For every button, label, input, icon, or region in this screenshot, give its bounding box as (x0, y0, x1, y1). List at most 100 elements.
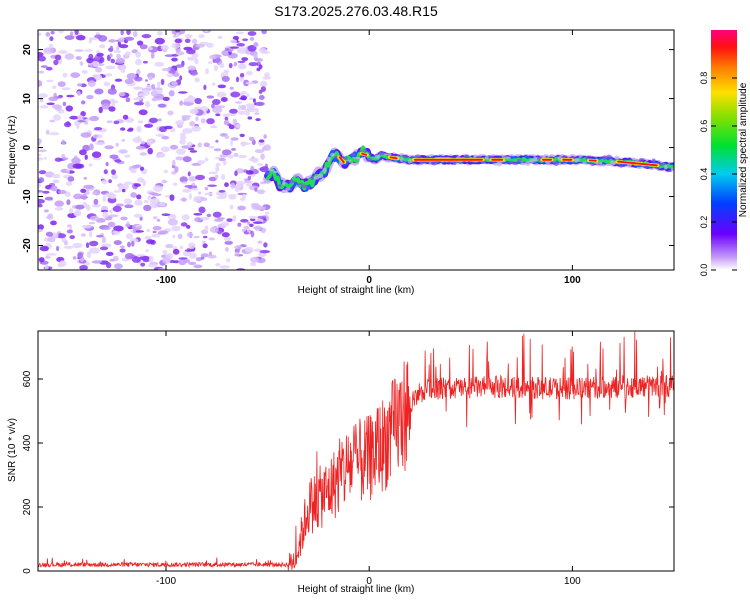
noise-speckle (38, 257, 45, 263)
noise-speckle (223, 119, 230, 126)
noise-speckle (38, 177, 45, 183)
noise-speckle (50, 185, 58, 192)
noise-speckle (230, 39, 237, 44)
noise-speckle (175, 64, 184, 68)
ridge-peak-segment (617, 160, 658, 167)
noise-speckle (61, 87, 71, 91)
noise-speckle (146, 239, 155, 244)
noise-speckle (191, 182, 196, 186)
noise-speckle (229, 86, 234, 90)
noise-speckle (195, 43, 205, 48)
noise-speckle (88, 163, 93, 167)
noise-speckle (259, 250, 271, 254)
noise-speckle (105, 73, 113, 77)
noise-speckle (169, 194, 175, 201)
noise-speckle (206, 95, 215, 99)
noise-speckle (215, 263, 221, 267)
noise-speckle (246, 71, 253, 76)
ridge-halo (330, 152, 335, 157)
y-tick-label: 200 (22, 498, 33, 515)
noise-speckle (38, 183, 42, 188)
noise-speckle (230, 91, 241, 98)
noise-speckle (96, 234, 104, 238)
noise-speckle (193, 264, 203, 269)
noise-speckle (132, 30, 138, 38)
noise-speckle (195, 174, 206, 181)
noise-speckle (132, 227, 137, 234)
noise-speckle (111, 169, 116, 175)
noise-speckle (215, 162, 221, 167)
noise-speckle (204, 30, 209, 33)
noise-speckle (126, 73, 137, 80)
noise-speckle (70, 31, 74, 37)
ridge-halo (496, 161, 503, 167)
noise-speckle (255, 107, 259, 113)
noise-speckle (38, 198, 45, 204)
noise-speckle (167, 110, 174, 116)
noise-speckle (193, 213, 203, 216)
noise-speckle (50, 220, 57, 226)
noise-speckle (221, 49, 231, 57)
noise-speckle (230, 182, 236, 189)
noise-speckle (135, 145, 146, 150)
noise-speckle (202, 240, 206, 244)
noise-speckle (225, 247, 229, 252)
ridge-halo (614, 155, 620, 160)
noise-speckle (182, 156, 192, 163)
noise-speckle (243, 225, 250, 230)
ridge-halo (288, 180, 296, 184)
noise-speckle (111, 101, 115, 107)
noise-speckle (62, 72, 68, 78)
noise-speckle (184, 249, 195, 252)
noise-speckle (263, 134, 267, 139)
ridge-halo (403, 155, 409, 159)
noise-speckle (89, 247, 100, 254)
noise-speckle (254, 225, 262, 231)
noise-speckle (143, 204, 152, 212)
noise-speckle (247, 31, 257, 36)
noise-speckle (67, 176, 75, 182)
noise-speckle (142, 60, 148, 64)
ridge-halo (619, 164, 623, 168)
noise-speckle (153, 185, 163, 193)
noise-speckle (182, 181, 188, 184)
noise-speckle (54, 200, 64, 207)
noise-speckle (52, 85, 57, 89)
noise-speckle (64, 191, 71, 198)
noise-speckle (131, 256, 141, 263)
ridge-halo (664, 164, 668, 170)
noise-speckle (189, 121, 196, 127)
noise-speckle (158, 153, 166, 158)
noise-speckle (257, 240, 263, 244)
noise-speckle (207, 254, 217, 259)
x-tick-label: 0 (366, 275, 372, 286)
noise-speckle (54, 54, 62, 61)
noise-speckle (178, 257, 188, 260)
noise-speckle (105, 161, 109, 167)
noise-speckle (172, 159, 176, 167)
noise-speckle (52, 179, 60, 184)
noise-speckle (123, 36, 135, 41)
noise-speckle (194, 97, 202, 105)
noise-speckle (189, 71, 198, 76)
noise-speckle (145, 249, 149, 253)
noise-speckle (171, 57, 178, 62)
noise-speckle (204, 157, 209, 162)
noise-speckle (235, 76, 240, 83)
noise-speckle (75, 204, 85, 210)
noise-speckle (248, 62, 258, 67)
noise-speckle (221, 75, 230, 82)
snr-frame (37, 330, 675, 572)
noise-speckle (187, 65, 197, 71)
noise-speckle (163, 169, 168, 174)
noise-speckle (175, 156, 185, 161)
noise-speckle (66, 229, 73, 234)
noise-speckle (246, 93, 250, 98)
colorbar-gradient (711, 30, 737, 270)
noise-speckle (226, 258, 231, 263)
noise-speckle (58, 50, 68, 54)
noise-speckle (234, 245, 243, 250)
noise-speckle (151, 83, 156, 90)
noise-speckle (263, 144, 272, 151)
noise-speckle (74, 30, 79, 35)
